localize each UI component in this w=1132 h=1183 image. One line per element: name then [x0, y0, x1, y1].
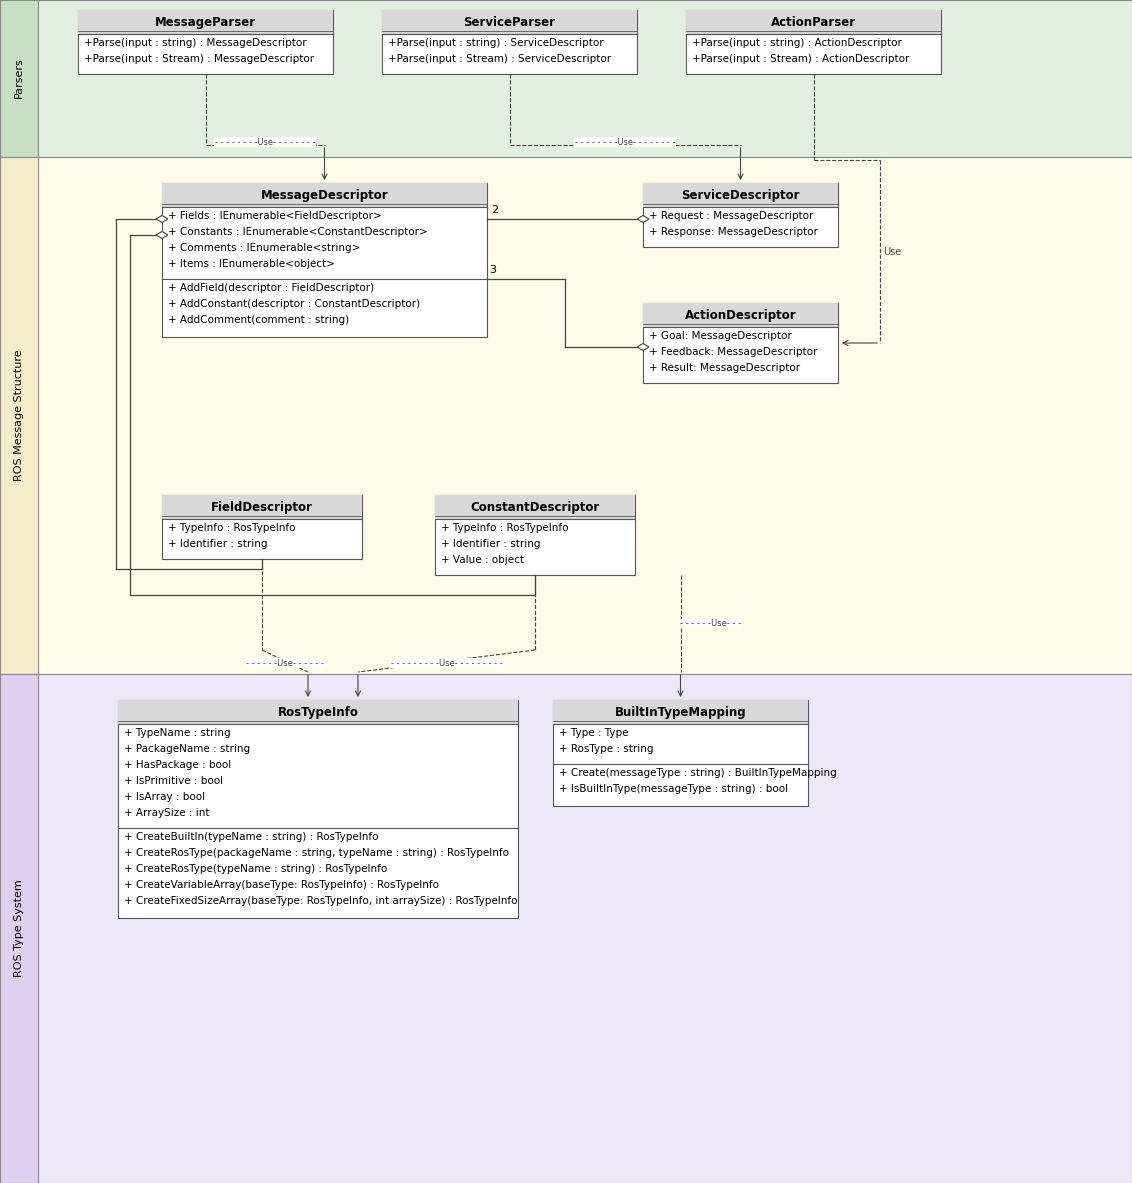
Text: + IsBuiltInType(messageType : string) : bool: + IsBuiltInType(messageType : string) : …	[559, 784, 788, 794]
Bar	[162, 183, 487, 337]
Polygon shape	[637, 343, 649, 350]
Text: + TypeInfo : RosTypeInfo: + TypeInfo : RosTypeInfo	[168, 523, 295, 534]
Text: ActionParser: ActionParser	[771, 15, 856, 28]
Text: + CreateBuiltIn(typeName : string) : RosTypeInfo: + CreateBuiltIn(typeName : string) : Ros…	[125, 832, 378, 842]
Text: + Feedback: MessageDescriptor: + Feedback: MessageDescriptor	[649, 347, 817, 357]
Text: + TypeInfo : RosTypeInfo: + TypeInfo : RosTypeInfo	[441, 523, 568, 534]
Text: + CreateRosType(typeName : string) : RosTypeInfo: + CreateRosType(typeName : string) : Ros…	[125, 864, 387, 874]
Bar	[686, 9, 941, 75]
Bar	[162, 494, 362, 560]
Text: + AddComment(comment : string): + AddComment(comment : string)	[168, 315, 349, 325]
Text: + IsArray : bool: + IsArray : bool	[125, 791, 205, 802]
Bar	[643, 303, 838, 383]
Text: + Type : Type: + Type : Type	[559, 728, 628, 738]
Bar	[435, 494, 635, 575]
Bar	[0, 674, 1132, 1183]
Text: + PackageName : string: + PackageName : string	[125, 744, 250, 754]
Bar	[0, 0, 1132, 157]
Bar	[554, 700, 808, 806]
Text: +Parse(input : string) : MessageDescriptor: +Parse(input : string) : MessageDescript…	[84, 38, 307, 49]
Bar	[118, 700, 518, 724]
Text: + Result: MessageDescriptor: + Result: MessageDescriptor	[649, 363, 800, 373]
Bar	[0, 157, 38, 674]
Bar	[435, 494, 635, 519]
Bar	[554, 700, 808, 724]
Text: + HasPackage : bool: + HasPackage : bool	[125, 759, 231, 770]
Bar	[78, 9, 333, 34]
Text: + Items : IEnumerable<object>: + Items : IEnumerable<object>	[168, 259, 335, 269]
Bar	[118, 700, 518, 918]
Text: - - - - - - - - -Use- - - - - - - - -: - - - - - - - - -Use- - - - - - - - -	[391, 659, 503, 667]
Text: + ArraySize : int: + ArraySize : int	[125, 808, 209, 817]
Bar	[78, 9, 333, 75]
Polygon shape	[156, 215, 168, 222]
Bar	[686, 9, 941, 34]
Text: + Goal: MessageDescriptor: + Goal: MessageDescriptor	[649, 331, 791, 341]
Text: +Parse(input : string) : ActionDescriptor: +Parse(input : string) : ActionDescripto…	[692, 38, 902, 49]
Bar	[643, 183, 838, 207]
Text: + RosType : string: + RosType : string	[559, 744, 653, 754]
Text: + IsPrimitive : bool: + IsPrimitive : bool	[125, 776, 223, 786]
Text: ServiceParser: ServiceParser	[463, 15, 556, 28]
Text: + Request : MessageDescriptor: + Request : MessageDescriptor	[649, 211, 814, 221]
Text: Parsers: Parsers	[14, 58, 24, 98]
Text: FieldDescriptor: FieldDescriptor	[211, 500, 312, 513]
Bar	[643, 183, 838, 247]
Text: +Parse(input : Stream) : ActionDescriptor: +Parse(input : Stream) : ActionDescripto…	[692, 54, 909, 64]
Text: 2: 2	[491, 205, 498, 215]
Bar	[643, 303, 838, 327]
Text: - - - - - - - -Use- - - - - - - -: - - - - - - - -Use- - - - - - - -	[215, 137, 315, 147]
Text: + Value : object: + Value : object	[441, 555, 524, 565]
Text: + AddConstant(descriptor : ConstantDescriptor): + AddConstant(descriptor : ConstantDescr…	[168, 299, 420, 309]
Text: ConstantDescriptor: ConstantDescriptor	[471, 500, 600, 513]
Text: - - - - - -Use- - - - - -: - - - - - -Use- - - - - -	[246, 659, 324, 667]
Text: BuiltInTypeMapping: BuiltInTypeMapping	[615, 705, 746, 718]
Text: + AddField(descriptor : FieldDescriptor): + AddField(descriptor : FieldDescriptor)	[168, 283, 374, 293]
Text: + CreateRosType(packageName : string, typeName : string) : RosTypeInfo: + CreateRosType(packageName : string, ty…	[125, 848, 509, 858]
Text: MessageParser: MessageParser	[155, 15, 256, 28]
Text: +Parse(input : string) : ServiceDescriptor: +Parse(input : string) : ServiceDescript…	[388, 38, 603, 49]
Bar	[0, 0, 38, 157]
Bar	[0, 674, 38, 1183]
Text: - - - - - - - -Use- - - - - - - -: - - - - - - - -Use- - - - - - - -	[575, 137, 676, 147]
Text: +Parse(input : Stream) : ServiceDescriptor: +Parse(input : Stream) : ServiceDescript…	[388, 54, 611, 64]
Bar	[162, 494, 362, 519]
Text: ROS Type System: ROS Type System	[14, 879, 24, 977]
Text: + CreateVariableArray(baseType: RosTypeInfo) : RosTypeInfo: + CreateVariableArray(baseType: RosTypeI…	[125, 880, 439, 890]
Text: + Create(messageType : string) : BuiltInTypeMapping: + Create(messageType : string) : BuiltIn…	[559, 768, 837, 778]
Text: Use: Use	[883, 246, 901, 257]
Text: + Fields : IEnumerable<FieldDescriptor>: + Fields : IEnumerable<FieldDescriptor>	[168, 211, 381, 221]
Text: + CreateFixedSizeArray(baseType: RosTypeInfo, int arraySize) : RosTypeInfo: + CreateFixedSizeArray(baseType: RosType…	[125, 896, 517, 906]
Text: + Constants : IEnumerable<ConstantDescriptor>: + Constants : IEnumerable<ConstantDescri…	[168, 227, 428, 237]
Bar	[381, 9, 637, 75]
Text: 3: 3	[489, 265, 496, 274]
Text: ActionDescriptor: ActionDescriptor	[685, 309, 796, 322]
Text: + Identifier : string: + Identifier : string	[168, 539, 267, 549]
Text: MessageDescriptor: MessageDescriptor	[260, 188, 388, 201]
Bar	[381, 9, 637, 34]
Text: + Identifier : string: + Identifier : string	[441, 539, 540, 549]
Text: - - - - - -Use- - -: - - - - - -Use- - -	[680, 619, 741, 628]
Text: + Response: MessageDescriptor: + Response: MessageDescriptor	[649, 227, 818, 237]
Text: + Comments : IEnumerable<string>: + Comments : IEnumerable<string>	[168, 243, 360, 253]
Bar	[0, 157, 1132, 674]
Text: + TypeName : string: + TypeName : string	[125, 728, 231, 738]
Bar	[162, 183, 487, 207]
Polygon shape	[156, 232, 168, 239]
Text: +Parse(input : Stream) : MessageDescriptor: +Parse(input : Stream) : MessageDescript…	[84, 54, 314, 64]
Polygon shape	[637, 215, 649, 222]
Text: ServiceDescriptor: ServiceDescriptor	[681, 188, 799, 201]
Text: ROS Message Structure: ROS Message Structure	[14, 349, 24, 480]
Text: RosTypeInfo: RosTypeInfo	[277, 705, 359, 718]
